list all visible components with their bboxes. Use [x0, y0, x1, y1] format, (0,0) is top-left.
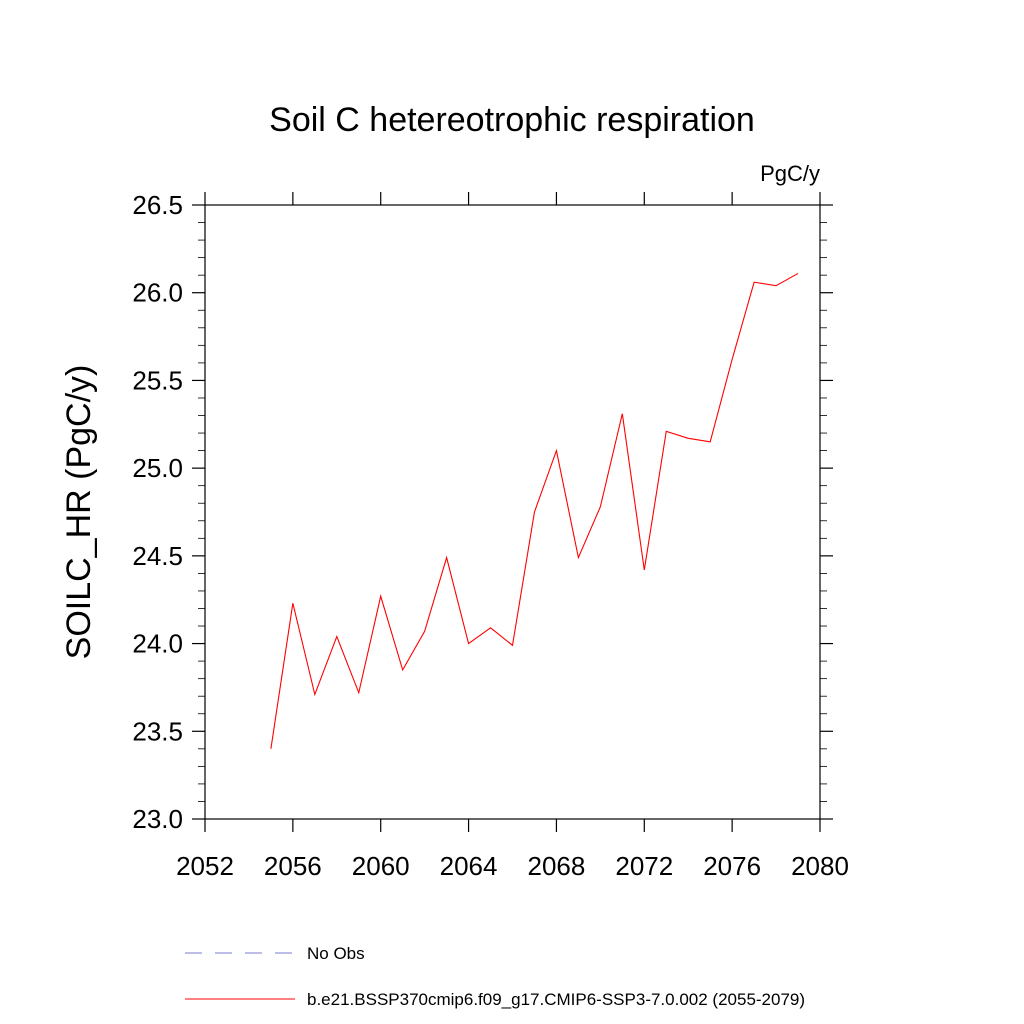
y-tick-label: 25.0 — [132, 453, 183, 483]
x-tick-label: 2072 — [615, 851, 673, 881]
x-tick-label: 2052 — [176, 851, 234, 881]
legend: No Obs b.e21.BSSP370cmip6.f09_g17.CMIP6-… — [185, 944, 805, 1009]
series-line — [270, 272, 799, 749]
x-tick-label: 2056 — [264, 851, 322, 881]
units-label: PgC/y — [760, 161, 820, 186]
x-tick-label: 2080 — [791, 851, 849, 881]
y-tick-label: 23.0 — [132, 804, 183, 834]
plot-frame — [204, 204, 821, 820]
y-tick-label: 24.5 — [132, 541, 183, 571]
y-tick-label: 26.5 — [132, 190, 183, 220]
y-axis-label: SOILC_HR (PgC/y) — [60, 365, 98, 660]
x-tick-label: 2068 — [528, 851, 586, 881]
y-tick-label: 23.5 — [132, 716, 183, 746]
chart-title: Soil C hetereotrophic respiration — [269, 101, 755, 139]
series-group — [270, 272, 799, 749]
x-tick-label: 2064 — [440, 851, 498, 881]
axis-ticks — [192, 192, 833, 832]
legend-label-model: b.e21.BSSP370cmip6.f09_g17.CMIP6-SSP3-7.… — [307, 990, 805, 1009]
y-tick-labels: 23.0 23.5 24.0 24.5 25.0 25.5 26.0 26.5 — [132, 190, 183, 834]
x-tick-labels: 2052 2056 2060 2064 2068 2072 2076 2080 — [176, 851, 849, 881]
y-tick-label: 25.5 — [132, 365, 183, 395]
y-tick-label: 26.0 — [132, 278, 183, 308]
y-tick-label: 24.0 — [132, 629, 183, 659]
x-tick-label: 2076 — [703, 851, 761, 881]
x-tick-label: 2060 — [352, 851, 410, 881]
legend-label-no-obs: No Obs — [307, 944, 365, 963]
